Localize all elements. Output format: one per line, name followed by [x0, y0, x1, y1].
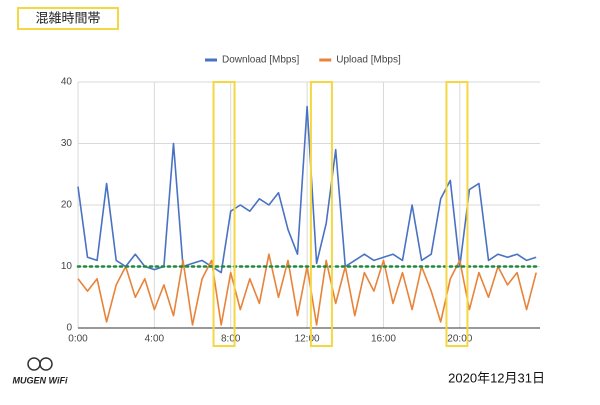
x-tick-label: 4:00 — [145, 334, 165, 345]
logo-text: MUGEN WiFi — [13, 375, 68, 385]
y-tick-label: 20 — [61, 200, 73, 211]
x-tick-label: 20:00 — [447, 334, 472, 345]
slide-title: 混雑時間帯 — [35, 10, 100, 25]
legend-label: Upload [Mbps] — [336, 55, 401, 66]
logo: MUGEN WiFi — [13, 357, 68, 385]
x-tick-label: 0:00 — [68, 334, 88, 345]
legend-label: Download [Mbps] — [222, 55, 299, 66]
highlight-box — [309, 81, 333, 347]
x-tick-label: 8:00 — [221, 334, 241, 345]
logo-ring — [39, 357, 53, 371]
date: 2020年12月31日 — [448, 370, 545, 385]
y-tick-label: 0 — [66, 323, 72, 334]
series-line — [77, 105, 537, 274]
highlight-box — [445, 81, 469, 347]
y-tick-label: 10 — [61, 261, 73, 272]
x-tick-label: 16:00 — [371, 334, 396, 345]
y-tick-label: 30 — [61, 138, 73, 149]
y-tick-label: 40 — [61, 77, 73, 88]
highlight-box — [212, 81, 236, 347]
x-tick-label: 12:00 — [295, 334, 320, 345]
logo-ring — [27, 357, 41, 371]
title-box — [17, 7, 119, 30]
